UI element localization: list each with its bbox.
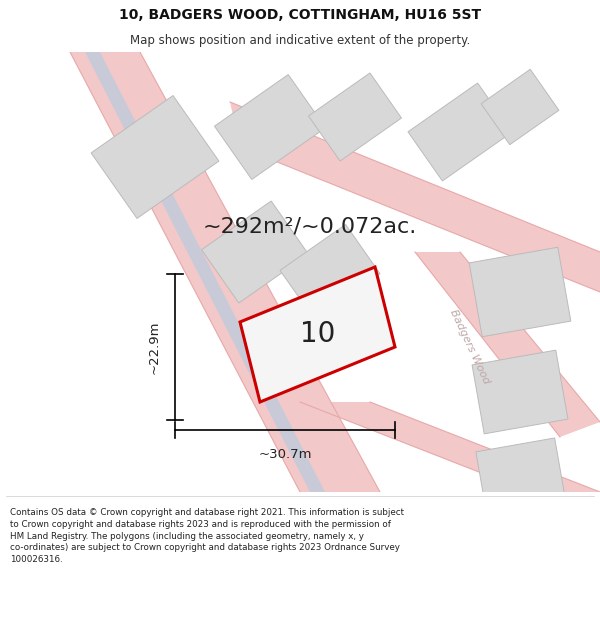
- Polygon shape: [240, 267, 395, 402]
- Polygon shape: [481, 69, 559, 144]
- Polygon shape: [202, 201, 308, 303]
- Text: ~30.7m: ~30.7m: [258, 448, 312, 461]
- Text: ~22.9m: ~22.9m: [148, 320, 161, 374]
- Text: 10: 10: [300, 321, 335, 349]
- Polygon shape: [469, 248, 571, 337]
- Polygon shape: [280, 224, 380, 319]
- Text: Contains OS data © Crown copyright and database right 2021. This information is : Contains OS data © Crown copyright and d…: [10, 508, 404, 564]
- Text: Map shows position and indicative extent of the property.: Map shows position and indicative extent…: [130, 34, 470, 47]
- Polygon shape: [230, 102, 600, 292]
- Polygon shape: [91, 96, 219, 219]
- Polygon shape: [70, 52, 380, 492]
- Text: Badgers Wood: Badgers Wood: [448, 308, 491, 386]
- Polygon shape: [472, 350, 568, 434]
- Polygon shape: [415, 252, 600, 437]
- Polygon shape: [476, 438, 564, 506]
- Text: 10, BADGERS WOOD, COTTINGHAM, HU16 5ST: 10, BADGERS WOOD, COTTINGHAM, HU16 5ST: [119, 8, 481, 21]
- Polygon shape: [214, 74, 326, 179]
- Polygon shape: [85, 52, 325, 492]
- Polygon shape: [308, 73, 401, 161]
- Polygon shape: [300, 402, 600, 492]
- Polygon shape: [408, 83, 512, 181]
- Text: ~292m²/~0.072ac.: ~292m²/~0.072ac.: [203, 217, 417, 237]
